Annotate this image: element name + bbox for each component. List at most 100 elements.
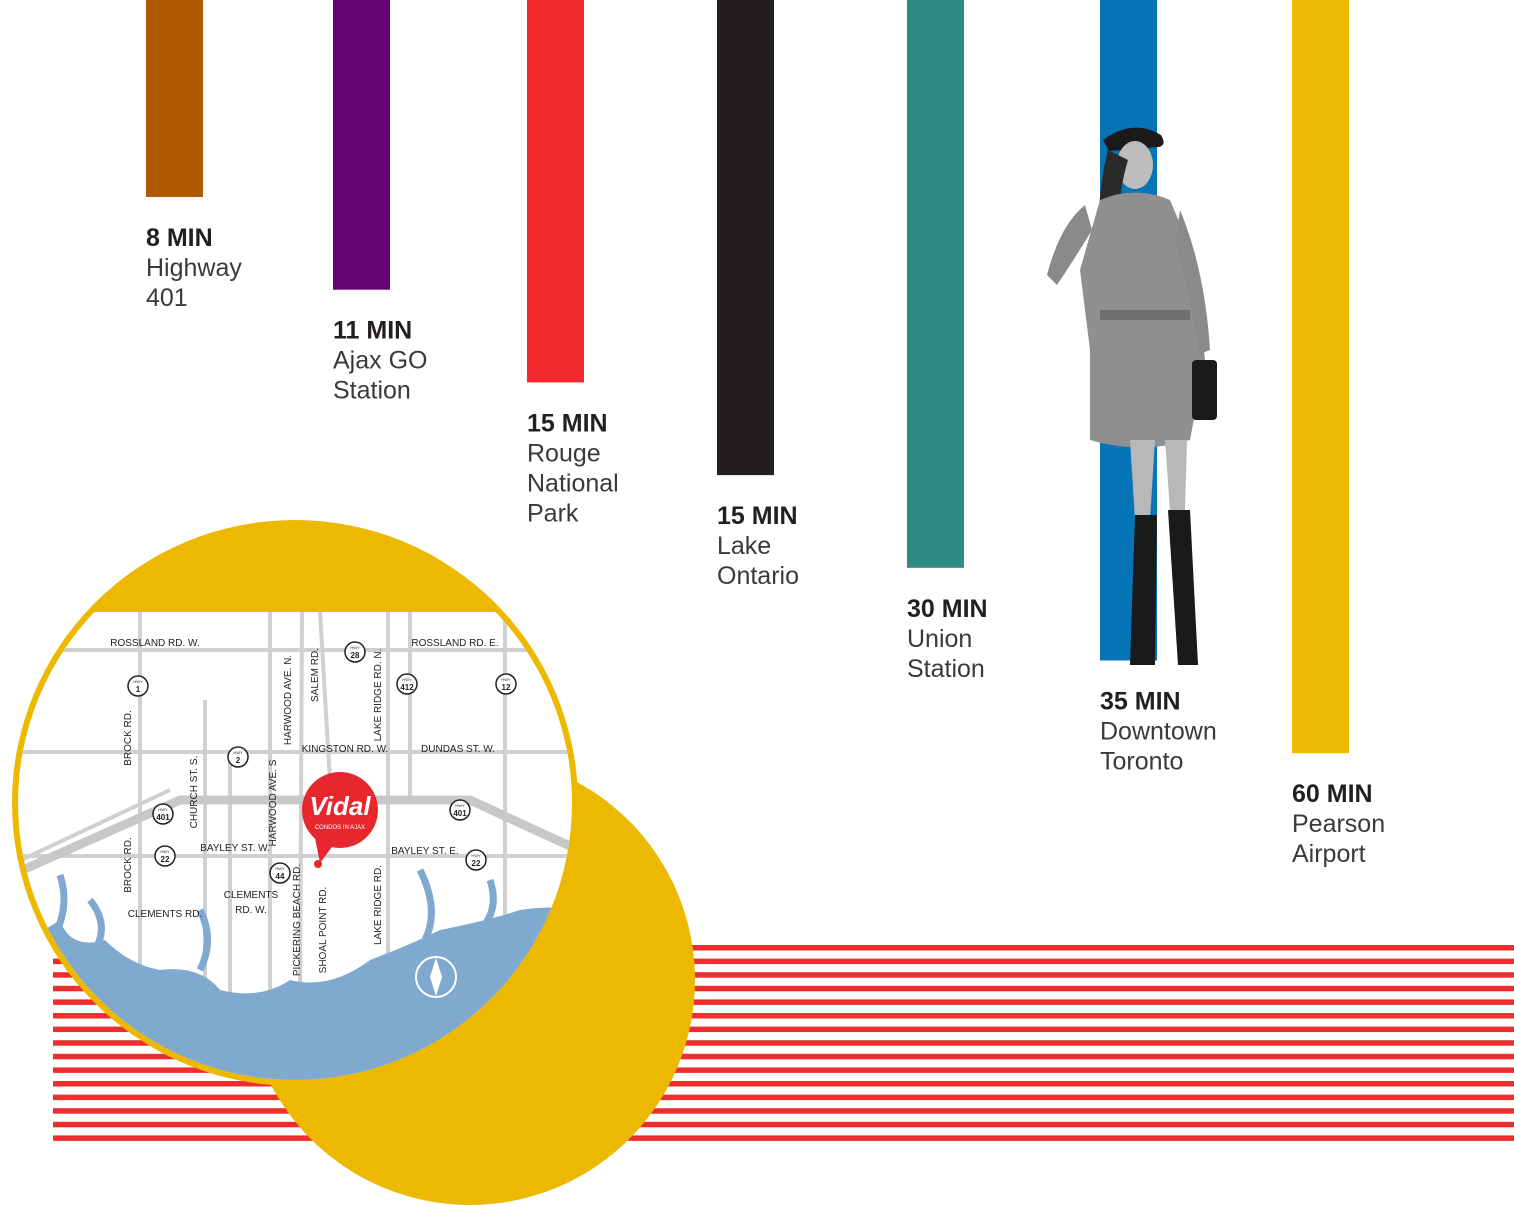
badge-hwy: HWY <box>455 803 465 808</box>
badge-number: 401 <box>156 813 170 822</box>
badge-shape <box>396 673 418 695</box>
destination-time: 11 MIN <box>333 317 412 345</box>
badge-hwy: HWY <box>275 866 285 871</box>
destination-name: Airport <box>1292 840 1366 868</box>
badge-shape <box>152 803 174 825</box>
destination-name: Lake <box>717 532 771 560</box>
stripe <box>53 1013 1514 1019</box>
badge-number: 2 <box>236 756 241 765</box>
stripe <box>53 1135 1514 1141</box>
destination-name: National <box>527 469 619 497</box>
destination-name: Downtown <box>1100 718 1217 746</box>
destination-time: 8 MIN <box>146 224 213 252</box>
roads <box>18 611 572 1001</box>
badge-hwy: HWY <box>350 645 360 650</box>
badge-number: 22 <box>161 855 170 864</box>
street-label: RD. W. <box>235 905 267 916</box>
destination-name: Highway <box>146 254 242 282</box>
street-label: SHOAL POINT RD. <box>318 887 329 974</box>
badge-shape <box>449 799 471 821</box>
red-stripes <box>53 945 1514 1141</box>
bar <box>1292 0 1349 754</box>
badge-number: 12 <box>502 683 511 692</box>
badge-hwy: HWY <box>402 677 412 682</box>
bar <box>527 0 584 383</box>
street-label: ROSSLAND RD. W. <box>110 638 199 649</box>
logo-tagline: CONDOS IN AJAX <box>315 825 365 831</box>
destination-name: Toronto <box>1100 748 1183 776</box>
logo-pin: Vidal CONDOS IN AJAX <box>302 772 378 868</box>
badge-number: 401 <box>453 809 467 818</box>
stripe <box>53 958 1514 965</box>
stripe <box>53 1121 1514 1128</box>
badge-shape <box>227 746 249 768</box>
destination-name: Ajax GO <box>333 347 427 375</box>
stripe <box>53 1053 1514 1060</box>
street-label: BAYLEY ST. E. <box>391 846 458 857</box>
stripe <box>53 945 1514 951</box>
model-photo <box>1047 127 1217 665</box>
street-label: LAKE RIDGE RD. <box>373 865 384 945</box>
badge-shape <box>495 673 517 695</box>
badge-shape <box>465 849 487 871</box>
street-label: DUNDAS ST. W. <box>421 744 495 755</box>
stripe <box>53 1081 1514 1087</box>
compass <box>415 956 457 998</box>
destination-name: Station <box>907 655 985 683</box>
badge-number: 412 <box>400 683 414 692</box>
bar <box>907 0 964 568</box>
stripe <box>53 972 1514 978</box>
destination-name: Pearson <box>1292 810 1385 838</box>
bar <box>717 0 774 476</box>
badge-hwy: HWY <box>160 849 170 854</box>
street-label: CHURCH ST. S. <box>189 756 200 829</box>
bar <box>146 0 203 197</box>
badge-shape <box>127 675 149 697</box>
street-label: CLEMENTS <box>224 890 279 901</box>
street-label: HARWOOD AVE. S <box>268 759 279 846</box>
badge-number: 22 <box>472 859 481 868</box>
stripe <box>53 999 1514 1005</box>
destination-time: 30 MIN <box>907 595 988 623</box>
street-label: HARWOOD AVE. N. <box>283 655 294 745</box>
street-label: ROSSLAND RD. E. <box>411 638 498 649</box>
badge-number: 44 <box>276 872 285 881</box>
stripe <box>53 985 1514 992</box>
badge-hwy: HWY <box>158 807 168 812</box>
street-label: SALEM RD. <box>310 648 321 702</box>
badge-shape <box>269 862 291 884</box>
destination-time: 15 MIN <box>717 502 798 530</box>
stripe <box>53 1094 1514 1101</box>
street-label: BROCK RD. <box>123 837 134 893</box>
badge-hwy: HWY <box>133 679 143 684</box>
badge-hwy: HWY <box>233 750 243 755</box>
street-label: PICKERING BEACH RD. <box>292 864 303 976</box>
badge-hwy: HWY <box>471 853 481 858</box>
destination-name: Station <box>333 377 411 405</box>
logo: Vidal <box>309 791 371 821</box>
destination-name: Union <box>907 625 972 653</box>
destination-time: 35 MIN <box>1100 688 1181 716</box>
stripe <box>53 1067 1514 1073</box>
street-label: BROCK RD. <box>123 710 134 766</box>
stripe <box>53 1108 1514 1114</box>
badge-shape <box>154 845 176 867</box>
destination-name: Ontario <box>717 562 799 590</box>
map-labels: ROSSLAND RD. W. ROSSLAND RD. E. HARWOOD AV… <box>110 638 517 976</box>
destination-name: Rouge <box>527 439 601 467</box>
street-label: KINGSTON RD. W. <box>302 744 389 755</box>
destination-name: Park <box>527 499 579 527</box>
bar <box>333 0 390 290</box>
